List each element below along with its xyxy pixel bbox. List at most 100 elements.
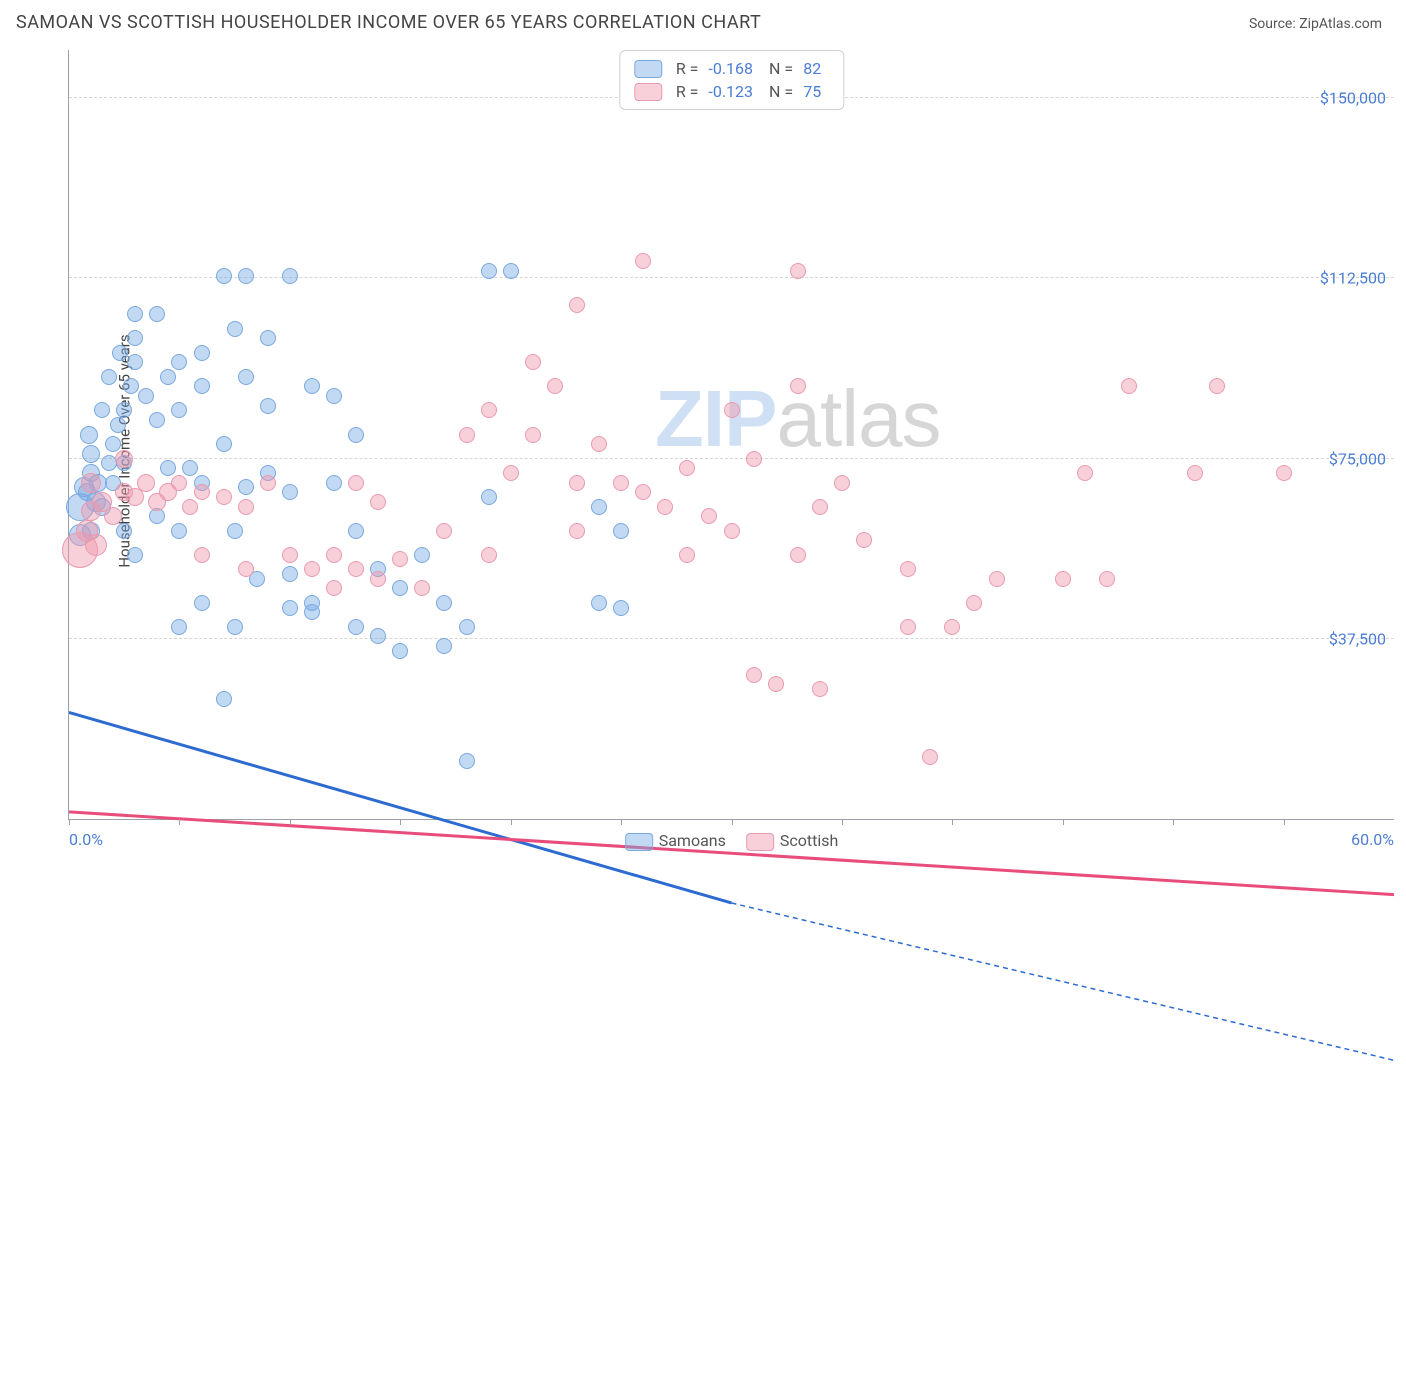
data-point (635, 484, 651, 500)
data-point (370, 494, 386, 510)
legend-swatch (746, 833, 774, 851)
data-point (326, 388, 342, 404)
x-tick (842, 819, 843, 825)
legend-swatch (634, 83, 662, 101)
data-point (227, 619, 243, 635)
data-point (436, 523, 452, 539)
data-point (194, 484, 210, 500)
data-point (459, 619, 475, 635)
data-point (591, 595, 607, 611)
data-point (238, 499, 254, 515)
data-point (1077, 465, 1093, 481)
data-point (966, 595, 982, 611)
legend-item: Samoans (625, 831, 726, 851)
chart-title: SAMOAN VS SCOTTISH HOUSEHOLDER INCOME OV… (16, 12, 761, 33)
data-point (116, 523, 132, 539)
data-point (171, 523, 187, 539)
data-point (481, 489, 497, 505)
data-point (1187, 465, 1203, 481)
data-point (569, 297, 585, 313)
data-point (569, 523, 585, 539)
data-point (834, 475, 850, 491)
data-point (459, 427, 475, 443)
data-point (227, 321, 243, 337)
data-point (137, 474, 155, 492)
x-tick (69, 819, 70, 825)
series-legend: Samoans Scottish (625, 831, 839, 851)
stats-row: R =-0.123N =75 (634, 80, 829, 103)
data-point (591, 436, 607, 452)
data-point (326, 580, 342, 596)
x-tick (290, 819, 291, 825)
data-point (812, 499, 828, 515)
data-point (326, 475, 342, 491)
data-point (138, 388, 154, 404)
data-point (171, 475, 187, 491)
data-point (348, 427, 364, 443)
data-point (790, 378, 806, 394)
data-point (304, 378, 320, 394)
data-point (149, 306, 165, 322)
data-point (746, 667, 762, 683)
data-point (216, 489, 232, 505)
data-point (260, 398, 276, 414)
legend-swatch (625, 833, 653, 851)
source-label: Source: ZipAtlas.com (1249, 16, 1382, 32)
x-tick (1173, 819, 1174, 825)
data-point (194, 547, 210, 563)
data-point (238, 479, 254, 495)
data-point (127, 547, 143, 563)
data-point (171, 402, 187, 418)
gridline (69, 458, 1394, 459)
data-point (459, 753, 475, 769)
data-point (922, 749, 938, 765)
data-point (116, 402, 132, 418)
data-point (481, 547, 497, 563)
data-point (370, 628, 386, 644)
data-point (238, 268, 254, 284)
data-point (101, 369, 117, 385)
watermark-zip: ZIP (655, 374, 776, 463)
data-point (304, 604, 320, 620)
data-point (326, 547, 342, 563)
data-point (1055, 571, 1071, 587)
data-point (182, 499, 198, 515)
stats-legend: R =-0.168N =82R =-0.123N =75 (619, 50, 844, 110)
data-point (194, 378, 210, 394)
x-tick (400, 819, 401, 825)
data-point (348, 475, 364, 491)
data-point (127, 306, 143, 322)
data-point (149, 412, 165, 428)
y-tick-label: $37,500 (1329, 629, 1386, 648)
x-label-left: 0.0% (69, 830, 103, 849)
data-point (110, 417, 126, 433)
data-point (525, 354, 541, 370)
x-tick (511, 819, 512, 825)
data-point (282, 600, 298, 616)
data-point (657, 499, 673, 515)
x-tick (732, 819, 733, 825)
data-point (115, 450, 133, 468)
data-point (613, 600, 629, 616)
data-point (304, 561, 320, 577)
gridline (69, 277, 1394, 278)
data-point (569, 475, 585, 491)
data-point (1209, 378, 1225, 394)
data-point (503, 465, 519, 481)
data-point (481, 263, 497, 279)
legend-swatch (634, 60, 662, 78)
data-point (80, 426, 98, 444)
legend-item: Scottish (746, 831, 838, 851)
data-point (790, 263, 806, 279)
data-point (812, 681, 828, 697)
data-point (856, 532, 872, 548)
data-point (547, 378, 563, 394)
data-point (127, 354, 143, 370)
stats-row: R =-0.168N =82 (634, 57, 829, 80)
data-point (679, 547, 695, 563)
data-point (701, 508, 717, 524)
data-point (171, 354, 187, 370)
data-point (282, 268, 298, 284)
data-point (989, 571, 1005, 587)
data-point (370, 571, 386, 587)
